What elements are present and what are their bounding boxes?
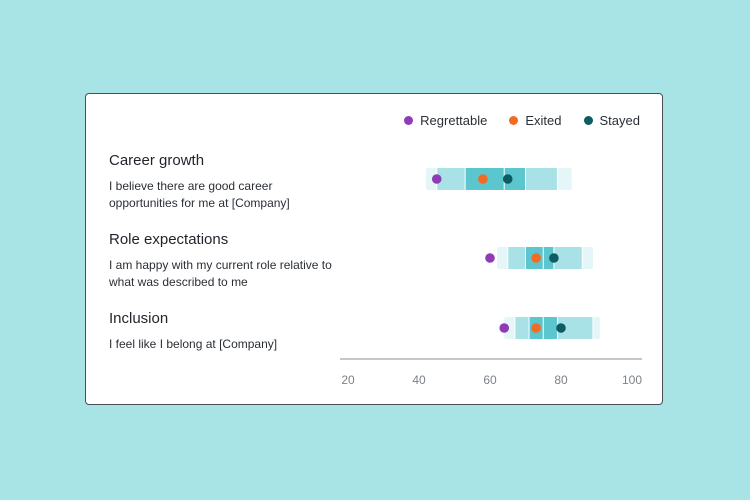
data-point-regrettable: [485, 253, 495, 263]
band-inner: [465, 168, 526, 190]
x-tick-label: 100: [622, 373, 642, 387]
x-tick-label: 80: [554, 373, 568, 387]
question-role-expectations: Role expectations I am happy with my cur…: [109, 231, 339, 291]
question-description: I am happy with my current role relative…: [109, 258, 332, 289]
question-description: I feel like I belong at [Company]: [109, 337, 278, 351]
legend-item-regrettable: Regrettable: [404, 113, 487, 128]
legend-item-exited: Exited: [509, 113, 562, 128]
range-chart: 20 40 60 80 100: [340, 168, 642, 387]
legend-label-stayed: Stayed: [599, 113, 640, 128]
x-tick-label: 40: [412, 373, 426, 387]
data-point-stayed: [502, 174, 513, 184]
question-title: Inclusion: [109, 310, 169, 327]
data-point-exited: [531, 253, 541, 263]
question-title: Role expectations: [109, 231, 229, 248]
chart-legend: Regrettable Exited Stayed: [404, 113, 640, 128]
data-point-exited: [478, 174, 488, 184]
x-tick-label: 60: [483, 373, 497, 387]
legend-dot-exited: [509, 116, 519, 125]
data-point-exited: [531, 323, 541, 333]
data-point-regrettable: [431, 174, 442, 184]
survey-card: Regrettable Exited Stayed Career growth …: [85, 93, 663, 405]
data-point-regrettable: [499, 323, 510, 333]
legend-label-regrettable: Regrettable: [420, 113, 488, 128]
question-description: I believe there are good career opportun…: [109, 179, 290, 210]
legend-label-exited: Exited: [525, 113, 562, 128]
legend-dot-regrettable: [404, 116, 414, 125]
x-tick-label: 20: [341, 373, 355, 387]
data-point-stayed: [549, 253, 559, 263]
question-title: Career growth: [109, 152, 205, 169]
question-inclusion: Inclusion I feel like I belong at [Compa…: [109, 310, 339, 353]
legend-dot-stayed: [583, 116, 593, 125]
question-career-growth: Career growth I believe there are good c…: [109, 152, 339, 212]
data-point-stayed: [556, 323, 566, 333]
legend-item-stayed: Stayed: [583, 113, 640, 128]
